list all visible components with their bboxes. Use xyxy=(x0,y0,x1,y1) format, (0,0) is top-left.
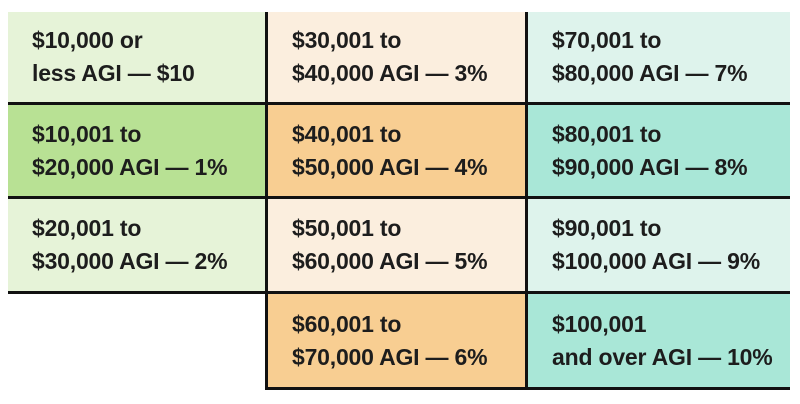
bracket-range-line: $10,001 to xyxy=(32,120,142,147)
bracket-rate-line: less AGI — $10 xyxy=(32,60,195,86)
bracket-rate-line: $40,000 AGI — 3% xyxy=(292,60,488,86)
bracket-cell-70001-80000: $70,001 to $80,000 AGI — 7% xyxy=(525,12,790,105)
tax-bracket-table: $10,000 or less AGI — $10 $10,001 to $20… xyxy=(8,12,790,390)
bracket-range-line: $20,001 to xyxy=(32,215,142,241)
bracket-rate-line: $60,000 AGI — 5% xyxy=(292,248,488,274)
bracket-rate-line: $70,000 AGI — 6% xyxy=(292,343,488,370)
bracket-range-line: $80,001 to xyxy=(552,120,662,147)
bracket-rate-line: and over AGI — 10% xyxy=(552,343,773,370)
bracket-rate-line: $100,000 AGI — 9% xyxy=(552,248,760,274)
bracket-cell-20001-30000: $20,001 to $30,000 AGI — 2% xyxy=(8,199,265,294)
bracket-rate-line: $90,000 AGI — 8% xyxy=(552,153,748,180)
bracket-range-line: $10,000 or xyxy=(32,27,143,53)
bracket-cell-30001-40000: $30,001 to $40,000 AGI — 3% xyxy=(265,12,525,105)
bracket-cell-50001-60000: $50,001 to $60,000 AGI — 5% xyxy=(265,199,525,294)
bracket-rate-line: $50,000 AGI — 4% xyxy=(292,153,488,180)
bracket-cell-60001-70000: $60,001 to $70,000 AGI — 6% xyxy=(265,294,525,390)
bracket-range-line: $40,001 to xyxy=(292,120,402,147)
bracket-rate-line: $20,000 AGI — 1% xyxy=(32,153,228,180)
bracket-range-line: $50,001 to xyxy=(292,215,402,241)
bracket-rate-line: $30,000 AGI — 2% xyxy=(32,248,228,274)
bracket-cell-100001-and-over: $100,001 and over AGI — 10% xyxy=(525,294,790,390)
bracket-cell-40001-50000: $40,001 to $50,000 AGI — 4% xyxy=(265,105,525,199)
bracket-range-line: $30,001 to xyxy=(292,27,402,53)
bracket-range-line: $70,001 to xyxy=(552,27,662,53)
bracket-rate-line: $80,000 AGI — 7% xyxy=(552,60,748,86)
bracket-range-line: $100,001 xyxy=(552,310,647,337)
bracket-cell-80001-90000: $80,001 to $90,000 AGI — 8% xyxy=(525,105,790,199)
bracket-cell-10001-20000: $10,001 to $20,000 AGI — 1% xyxy=(8,105,265,199)
bracket-cell-10000-or-less: $10,000 or less AGI — $10 xyxy=(8,12,265,105)
bracket-range-line: $90,001 to xyxy=(552,215,662,241)
bracket-range-line: $60,001 to xyxy=(292,310,402,337)
bracket-cell-90001-100000: $90,001 to $100,000 AGI — 9% xyxy=(525,199,790,294)
